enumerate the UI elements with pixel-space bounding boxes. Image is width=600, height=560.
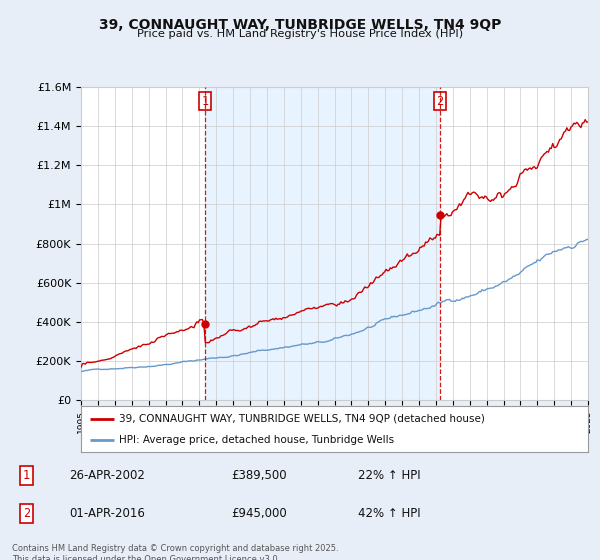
Text: 01-APR-2016: 01-APR-2016	[70, 507, 145, 520]
Text: £389,500: £389,500	[231, 469, 287, 482]
Text: 39, CONNAUGHT WAY, TUNBRIDGE WELLS, TN4 9QP: 39, CONNAUGHT WAY, TUNBRIDGE WELLS, TN4 …	[99, 18, 501, 32]
Text: 42% ↑ HPI: 42% ↑ HPI	[358, 507, 420, 520]
Bar	[205, 87, 440, 400]
Text: 39, CONNAUGHT WAY, TUNBRIDGE WELLS, TN4 9QP (detached house): 39, CONNAUGHT WAY, TUNBRIDGE WELLS, TN4 …	[119, 414, 485, 424]
Text: 22% ↑ HPI: 22% ↑ HPI	[358, 469, 420, 482]
Text: Price paid vs. HM Land Registry's House Price Index (HPI): Price paid vs. HM Land Registry's House …	[137, 29, 463, 39]
Text: 26-APR-2002: 26-APR-2002	[70, 469, 145, 482]
Text: HPI: Average price, detached house, Tunbridge Wells: HPI: Average price, detached house, Tunb…	[119, 435, 394, 445]
Text: 2: 2	[23, 507, 30, 520]
Text: 1: 1	[23, 469, 30, 482]
Text: 2: 2	[437, 95, 443, 108]
Text: £945,000: £945,000	[231, 507, 287, 520]
Text: Contains HM Land Registry data © Crown copyright and database right 2025.
This d: Contains HM Land Registry data © Crown c…	[12, 544, 338, 560]
Text: 1: 1	[201, 95, 208, 108]
